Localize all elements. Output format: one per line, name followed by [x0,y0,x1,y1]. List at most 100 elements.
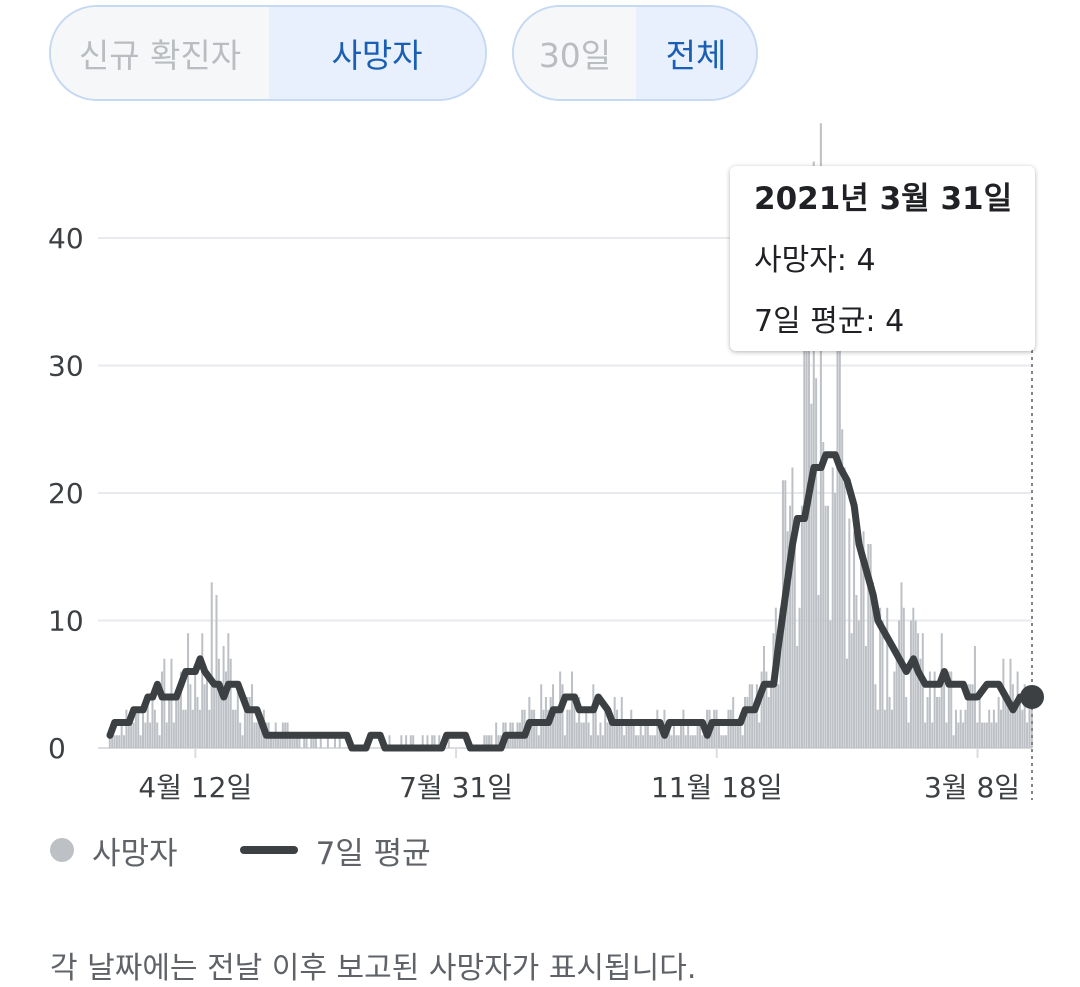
bar-day-185 [547,709,550,748]
bar-day-279 [770,684,773,748]
bar-day-174 [521,709,524,748]
bar-day-342 [919,658,922,748]
bar-day-250 [701,735,704,748]
bar-day-11 [134,709,137,748]
bar-day-158 [483,735,486,748]
bar-day-383 [1016,671,1019,748]
bar-day-341 [917,633,920,748]
bar-day-292 [800,505,803,748]
bar-day-60 [251,684,254,748]
bar-day-97 [338,735,341,748]
bar-day-307 [836,212,839,748]
deaths-chart[interactable]: 0 10 20 30 40 4월 12일 7월 31일 11월 18일 3월 8일 [0,0,1080,830]
deaths-legend-swatch [50,838,74,862]
bar-day-367 [978,697,981,748]
bar-day-143 [447,735,450,748]
bar-day-228 [649,735,652,748]
bar-day-132 [421,735,424,748]
bar-day-314 [853,531,856,748]
range-30-days-tab[interactable]: 30일 [514,7,636,99]
bar-day-362 [966,684,969,748]
bar-day-347 [931,722,934,748]
bar-day-246 [691,735,694,748]
bar-day-217 [623,735,626,748]
bar-day-32 [184,709,187,748]
bar-day-296 [810,403,813,748]
bar-day-316 [857,620,860,748]
bar-day-37 [196,697,199,748]
bar-day-41 [205,671,209,748]
chart-legend: 사망자 7일 평균 [50,828,431,872]
bar-day-300 [819,123,822,748]
bar-day-192 [563,735,566,748]
bar-day-381 [1011,684,1014,748]
bar-day-350 [938,697,941,748]
bar-day-92 [326,735,329,748]
bar-day-58 [246,697,249,748]
bar-day-223 [637,735,640,748]
x-tick-label: 11월 18일 [651,771,783,804]
bar-day-261 [727,709,730,748]
bar-day-270 [748,684,751,748]
bar-day-179 [533,709,536,748]
bar-day-168 [507,735,510,748]
bar-day-388 [1028,697,1031,748]
bar-day-324 [876,709,879,748]
deaths-tab[interactable]: 사망자 [269,7,485,99]
y-axis-labels: 0 10 20 30 40 [48,222,84,765]
bar-day-318 [862,531,865,748]
bar-day-12 [137,709,140,748]
bar-day-61 [253,722,256,748]
range-all-tab[interactable]: 전체 [636,7,756,99]
bar-day-210 [606,722,609,748]
bar-day-191 [561,684,564,748]
bar-day-298 [815,378,818,748]
bar-day-36 [194,671,197,748]
x-tick-label: 3월 8일 [924,771,1020,804]
bar-day-369 [983,722,986,748]
bar-day-355 [950,671,953,748]
bar-day-352 [943,671,946,748]
metric-toggle-group: 신규 확진자 사망자 [49,5,487,101]
bar-day-218 [625,722,628,748]
y-tick-label: 10 [48,605,84,638]
bar-day-313 [850,633,853,748]
bar-day-49 [224,671,227,748]
bar-day-24 [165,722,168,748]
bar-day-62 [255,722,258,748]
bar-day-8 [127,722,130,748]
bar-day-283 [779,607,782,748]
bar-day-321 [869,544,872,748]
bar-day-258 [720,735,723,748]
bar-day-139 [438,735,441,748]
bar-day-295 [808,187,811,748]
bar-day-237 [670,735,673,748]
bar-day-364 [971,684,974,748]
tooltip-deaths: 사망자: 4 [754,243,876,278]
bar-day-245 [689,735,692,748]
bar-day-209 [604,709,607,748]
bar-day-315 [855,595,858,748]
bar-day-34 [189,684,192,748]
bar-day-222 [634,735,638,748]
average-legend-swatch [239,846,298,854]
new-cases-tab[interactable]: 신규 확진자 [51,7,269,99]
bar-day-293 [803,238,806,748]
bar-day-199 [580,722,583,748]
bar-day-29 [177,684,180,748]
bar-day-227 [646,722,649,748]
y-tick-label: 30 [48,350,84,383]
bar-day-257 [717,722,720,748]
bar-day-232 [658,722,661,748]
bar-day-35 [191,709,194,748]
bar-day-320 [867,544,870,748]
bar-day-56 [241,735,244,748]
bar-day-273 [755,684,758,748]
bar-day-264 [734,722,737,748]
bar-day-308 [838,314,841,748]
bar-day-349 [936,697,939,748]
bar-day-10 [132,722,135,748]
x-tick-label: 7월 31일 [399,771,513,804]
bar-day-291 [798,607,801,748]
bar-day-188 [554,709,557,748]
